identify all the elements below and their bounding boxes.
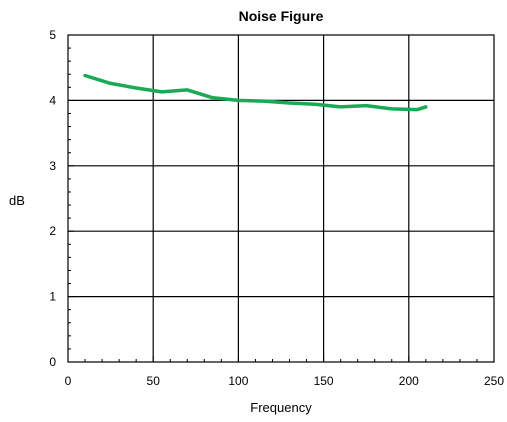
x-tick-labels: 0 50 100 150 200 250 [65, 374, 505, 388]
chart-title: Noise Figure [239, 8, 324, 24]
y-tick-label: 4 [49, 93, 56, 107]
y-tick-label: 2 [49, 224, 56, 238]
y-tick-label: 0 [49, 355, 56, 369]
series-line-1 [83, 73, 428, 112]
y-tick-label: 3 [49, 159, 56, 173]
plot-frame [67, 34, 495, 363]
x-tick-label: 50 [147, 374, 161, 388]
grid [68, 35, 494, 362]
y-tick-label: 1 [49, 290, 56, 304]
minor-ticks [67, 34, 495, 363]
y-tick-labels: 0 1 2 3 4 5 [49, 28, 56, 369]
series-layer [83, 73, 428, 112]
x-axis-label: Frequency [250, 400, 312, 415]
x-tick-label: 150 [314, 374, 334, 388]
x-tick-label: 0 [65, 374, 72, 388]
x-tick-label: 250 [484, 374, 504, 388]
y-tick-label: 5 [49, 28, 56, 42]
y-axis-label: dB [9, 193, 25, 208]
x-tick-label: 100 [228, 374, 248, 388]
x-tick-label: 200 [399, 374, 419, 388]
